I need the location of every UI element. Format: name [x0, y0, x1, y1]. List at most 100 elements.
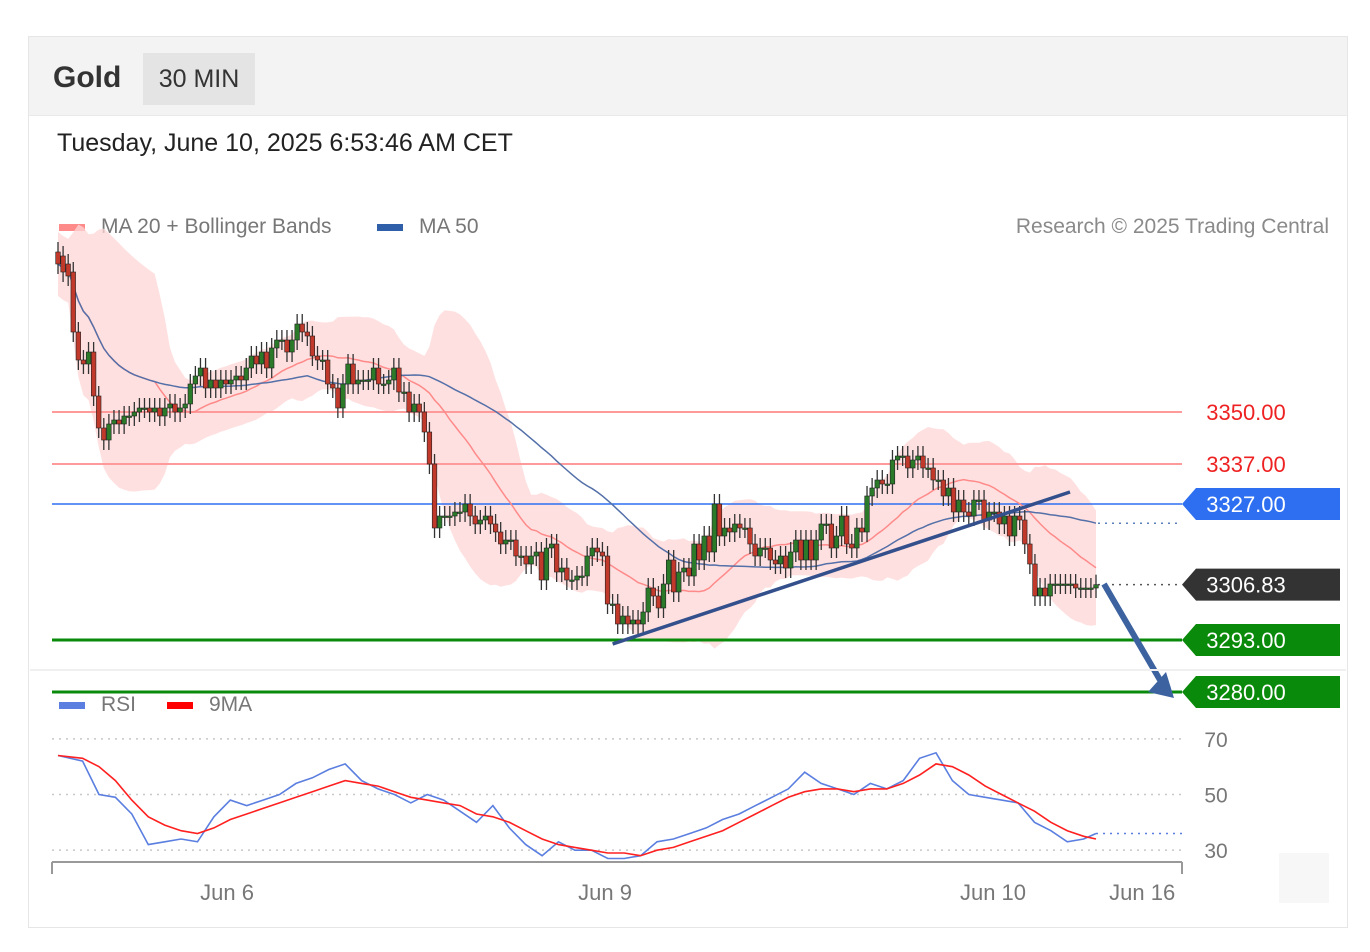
candle-body — [269, 347, 275, 369]
candle-body — [91, 351, 97, 397]
candle-body — [610, 603, 616, 606]
candle-body — [406, 391, 412, 413]
candle-body — [757, 547, 763, 557]
candle-body — [1088, 587, 1094, 590]
candle-body — [971, 499, 977, 517]
candle-body — [508, 539, 514, 542]
candle-body — [569, 579, 575, 582]
candle-body — [721, 527, 728, 537]
legend-9ma: 9MA — [167, 693, 252, 717]
candle-body — [503, 539, 509, 545]
rsi-tick-label: 50 — [1204, 785, 1227, 808]
candle-body — [299, 323, 305, 333]
candle-body — [604, 555, 611, 605]
candle-body — [375, 367, 382, 385]
candle-body — [762, 547, 768, 550]
candle-body — [340, 383, 346, 409]
legend-rsi-label: RSI — [101, 693, 137, 716]
candle-body — [900, 455, 906, 458]
candle-body — [1027, 543, 1033, 565]
candle-body — [472, 515, 478, 525]
candle-body — [187, 383, 193, 405]
price-level-label: 3327.00 — [1206, 492, 1286, 517]
candle-body — [889, 459, 896, 485]
candle-body — [101, 427, 107, 441]
candle-body — [447, 515, 453, 518]
candle-body — [543, 547, 550, 581]
candle-body — [838, 515, 845, 537]
candle-body — [264, 351, 270, 369]
candle-body — [920, 455, 926, 469]
candle-body — [788, 551, 794, 569]
candle-body — [879, 479, 885, 485]
candle-body — [915, 455, 921, 461]
candle-body — [874, 479, 880, 489]
ma50-swatch-icon — [377, 223, 403, 231]
candle-body — [635, 619, 641, 625]
x-tick-label: Jun 9 — [578, 880, 632, 905]
ma20-swatch-icon — [59, 223, 85, 231]
legend-ma50: MA 50 — [377, 215, 479, 239]
candle-body — [70, 271, 76, 333]
candle-body — [823, 523, 829, 526]
candle-body — [803, 539, 809, 561]
chart-card: Gold 30 MIN Tuesday, June 10, 2025 6:53:… — [28, 36, 1348, 928]
candle-body — [528, 555, 534, 565]
timeframe-badge[interactable]: 30 MIN — [143, 53, 255, 105]
candle-body — [208, 379, 214, 389]
rsi-line — [57, 751, 1097, 860]
candle-body — [85, 351, 92, 365]
candle-body — [197, 367, 204, 377]
candle-body — [686, 567, 692, 577]
rsi-9ma-line — [57, 754, 1097, 857]
candle-body — [1052, 583, 1058, 586]
candle-body — [976, 499, 982, 502]
candle-body — [793, 539, 799, 553]
candle-body — [1037, 587, 1043, 597]
candle-body — [1011, 515, 1018, 537]
price-level-tag — [1182, 568, 1340, 601]
candle-body — [1042, 587, 1048, 597]
candle-body — [213, 379, 219, 389]
candle-body — [442, 515, 448, 518]
candle-body — [925, 467, 931, 470]
price-level-tag — [1182, 488, 1340, 520]
x-tick-label: Jun 10 — [960, 880, 1026, 905]
candle-body — [131, 411, 137, 417]
candle-body — [961, 499, 967, 513]
candle-body — [60, 255, 66, 273]
price-level-tag — [1182, 624, 1340, 656]
candle-body — [615, 603, 621, 625]
candle-body — [238, 375, 244, 381]
candle-body — [884, 483, 890, 486]
candle-body — [808, 539, 814, 561]
candle-body — [818, 523, 824, 541]
x-tick-label: Jun 16 — [1109, 880, 1175, 905]
price-level-label: 3293.00 — [1206, 628, 1286, 653]
candle-body — [579, 575, 585, 578]
candle-body — [498, 531, 504, 545]
ma20-line — [57, 263, 1097, 593]
candle-body — [940, 479, 946, 497]
candle-body — [599, 551, 606, 557]
candle-body — [640, 611, 646, 625]
candle-body — [467, 503, 473, 517]
candle-body — [798, 539, 804, 561]
candle-body — [783, 555, 789, 569]
forecast-arrow-shaft — [1101, 582, 1163, 682]
candle-body — [828, 523, 835, 549]
candle-body — [157, 407, 163, 417]
candle-body — [1006, 515, 1013, 537]
candle-body — [849, 543, 855, 549]
candle-body — [727, 527, 733, 533]
candle-body — [462, 503, 468, 513]
candle-body — [381, 383, 387, 386]
candle-body — [559, 567, 565, 573]
candle-body — [401, 391, 407, 394]
candle-body — [930, 467, 936, 481]
instrument-title: Gold — [53, 61, 122, 94]
candle-body — [1032, 563, 1038, 597]
candle-body — [935, 479, 941, 482]
candle-body — [391, 367, 397, 381]
